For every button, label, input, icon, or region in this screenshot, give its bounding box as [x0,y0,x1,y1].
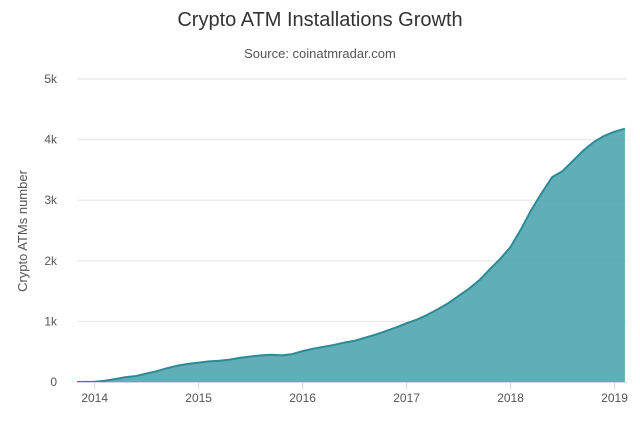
y-tick-label: 0 [50,375,57,389]
y-tick-label: 5k [44,72,58,86]
area-series [76,127,626,383]
y-axis-label: Crypto ATMs number [15,169,30,292]
x-tick-label: 2016 [289,391,316,405]
area-line [76,127,626,383]
chart-title: Crypto ATM Installations Growth [177,9,462,31]
x-tick-label: 2017 [393,391,420,405]
y-tick-label: 1k [44,314,58,328]
y-tick-label: 3k [44,193,58,207]
y-tick-label: 4k [44,133,58,147]
chart-subtitle: Source: coinatmradar.com [244,46,396,61]
x-tick-label: 2015 [185,391,212,405]
y-axis-ticks: 0 1k 2k 3k 4k 5k [44,72,58,389]
x-tick-label: 2014 [81,391,108,405]
x-tick-label: 2018 [497,391,524,405]
x-tick-label: 2019 [601,391,628,405]
area-fill [77,128,625,382]
y-tick-label: 2k [44,254,58,268]
x-axis-ticks: 2014 2015 2016 2017 2018 2019 [77,382,628,405]
